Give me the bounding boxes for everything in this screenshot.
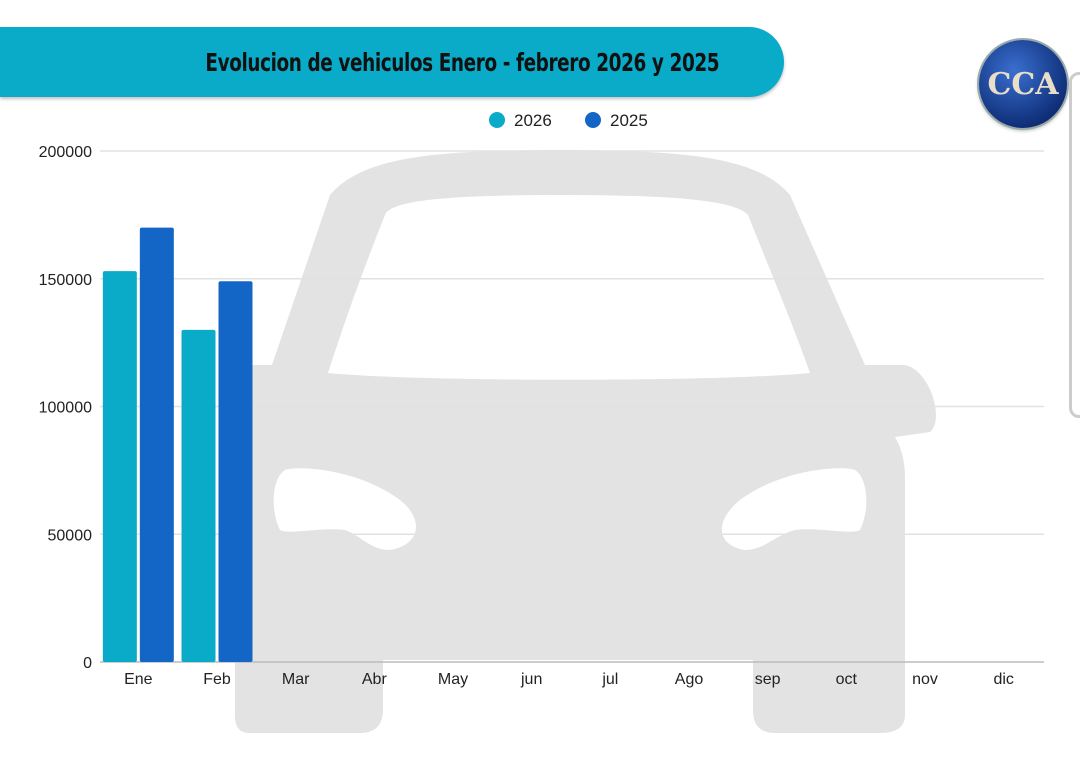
bar-2025-Ene (139, 227, 174, 662)
chart-title-banner: Evolucion de vehiculos Enero - febrero 2… (0, 27, 784, 97)
bar-2026-Feb (181, 329, 216, 662)
bar-2025-Feb (218, 281, 253, 662)
car-watermark (235, 150, 936, 733)
x-tick-label: jun (520, 671, 542, 688)
side-frame (1069, 72, 1080, 418)
y-tick-label: 200000 (39, 144, 92, 161)
bar-2026-Ene (102, 271, 137, 662)
x-tick-label: Mar (282, 671, 310, 688)
x-tick-label: Ene (124, 671, 153, 688)
legend-marker-2025 (585, 112, 601, 128)
x-tick-label: Ago (675, 671, 704, 688)
x-tick-label: jul (601, 671, 618, 688)
legend-label: 2026 (514, 111, 552, 130)
x-tick-label: Feb (203, 671, 231, 688)
x-tick-label: Abr (362, 671, 388, 688)
chart-title: Evolucion de vehiculos Enero - febrero 2… (205, 47, 719, 77)
y-tick-label: 150000 (39, 272, 92, 289)
legend-marker-2026 (489, 112, 505, 128)
y-tick-label: 100000 (39, 400, 92, 417)
x-tick-label: oct (836, 671, 858, 688)
x-tick-label: May (438, 671, 468, 688)
x-tick-label: sep (755, 671, 781, 688)
x-tick-label: dic (993, 671, 1013, 688)
legend-label: 2025 (610, 111, 648, 130)
x-tick-label: nov (912, 671, 938, 688)
y-tick-label: 50000 (48, 527, 93, 544)
cca-logo: CCA (979, 40, 1067, 128)
y-tick-label: 0 (83, 655, 92, 672)
